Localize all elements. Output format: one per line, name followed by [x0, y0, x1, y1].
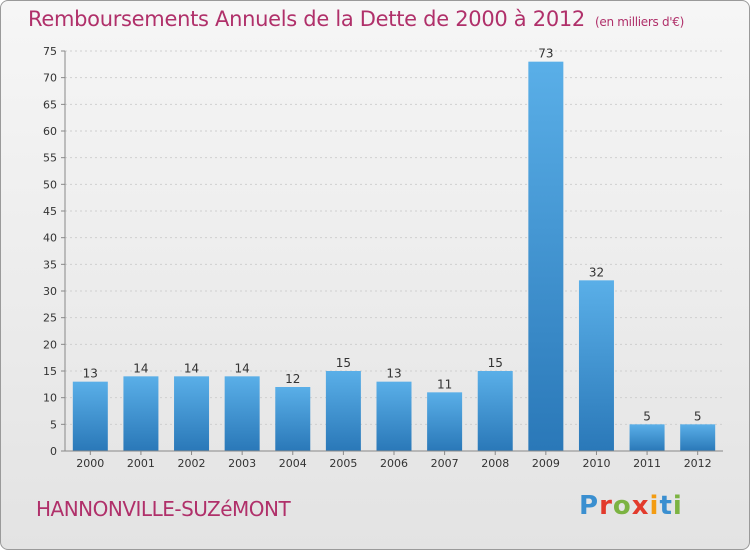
- bar: [680, 424, 716, 451]
- data-label: 5: [694, 409, 702, 423]
- logo-letter: o: [612, 491, 632, 521]
- bar: [325, 371, 361, 451]
- x-tick-label: 2000: [76, 457, 104, 470]
- data-label: 14: [184, 361, 199, 375]
- y-tick-label: 25: [43, 312, 57, 325]
- bar: [528, 61, 564, 452]
- x-tick-label: 2003: [228, 457, 256, 470]
- data-label: 15: [488, 356, 503, 370]
- bar: [376, 381, 412, 451]
- y-tick-label: 50: [43, 178, 57, 191]
- x-tick-label: 2010: [582, 457, 610, 470]
- logo-letter: t: [659, 491, 673, 521]
- y-tick-label: 55: [43, 152, 57, 165]
- y-tick-label: 45: [43, 205, 57, 218]
- bar: [477, 371, 513, 451]
- bars: 13 14 14 14 12 15 13 11 15 73 32 5 5: [72, 47, 716, 452]
- y-tick-label: 75: [43, 45, 57, 58]
- logo-letter: r: [599, 491, 613, 521]
- y-tick-label: 60: [43, 125, 57, 138]
- logo-letter: x: [631, 491, 650, 521]
- y-tick-label: 20: [43, 338, 57, 351]
- bar: [72, 381, 108, 451]
- data-label: 15: [336, 356, 351, 370]
- x-tick-label: 2005: [329, 457, 357, 470]
- x-tick-label: 2007: [431, 457, 459, 470]
- proxiti-logo: Proxiti: [579, 491, 683, 521]
- x-tick-label: 2012: [684, 457, 712, 470]
- y-tick-label: 65: [43, 98, 57, 111]
- logo-letter: P: [579, 491, 600, 521]
- bar: [123, 376, 159, 451]
- bar: [629, 424, 665, 451]
- x-tick-label: 2011: [633, 457, 661, 470]
- y-axis: 0 5 10 15 20 25 30 35 40 45 50 55 60 65 70 75: [43, 45, 66, 458]
- data-label: 13: [83, 367, 98, 381]
- bar: [174, 376, 210, 451]
- y-tick-label: 35: [43, 258, 57, 271]
- x-axis: 2000 2001 2002 2003 2004 2005 2006 2007 2008 2009…: [65, 450, 723, 470]
- logo-letter: i: [649, 491, 660, 521]
- data-label: 5: [643, 409, 651, 423]
- chart-title-text: Remboursements Annuels de la Dette de 20…: [28, 7, 585, 31]
- data-label: 14: [133, 361, 148, 375]
- bar: [224, 376, 260, 451]
- x-tick-label: 2002: [178, 457, 206, 470]
- data-label: 73: [538, 47, 553, 61]
- x-tick-label: 2001: [127, 457, 155, 470]
- logo-letter: i: [672, 491, 683, 521]
- y-tick-label: 10: [43, 392, 57, 405]
- y-tick-label: 30: [43, 285, 57, 298]
- y-tick-label: 0: [50, 445, 57, 458]
- data-label: 14: [235, 361, 250, 375]
- chart-title: Remboursements Annuels de la Dette de 20…: [28, 7, 684, 31]
- data-label: 12: [285, 372, 300, 386]
- x-tick-label: 2004: [279, 457, 307, 470]
- y-tick-label: 15: [43, 365, 57, 378]
- x-tick-label: 2006: [380, 457, 408, 470]
- chart-unit: (en milliers d'€): [595, 15, 685, 29]
- bar: [275, 387, 311, 451]
- bar: [578, 280, 614, 451]
- data-label: 13: [386, 367, 401, 381]
- data-label: 32: [589, 265, 604, 279]
- y-tick-label: 40: [43, 232, 57, 245]
- y-tick-label: 5: [50, 418, 57, 431]
- x-tick-label: 2008: [481, 457, 509, 470]
- y-tick-label: 70: [43, 72, 57, 85]
- bar: [427, 392, 463, 451]
- x-tick-label: 2009: [532, 457, 560, 470]
- data-label: 11: [437, 377, 452, 391]
- commune-name: HANNONVILLE-SUZéMONT: [36, 497, 291, 521]
